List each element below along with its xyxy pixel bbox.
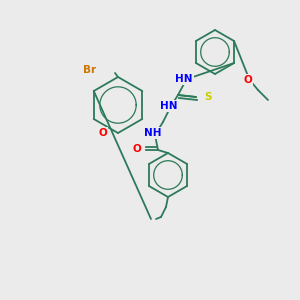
Text: O: O [244, 75, 252, 85]
Text: Br: Br [83, 65, 97, 75]
Text: NH: NH [144, 128, 162, 138]
Text: HN: HN [160, 101, 178, 111]
Text: O: O [133, 144, 141, 154]
Text: O: O [99, 128, 107, 138]
Text: HN: HN [175, 74, 193, 84]
Text: S: S [204, 92, 212, 102]
